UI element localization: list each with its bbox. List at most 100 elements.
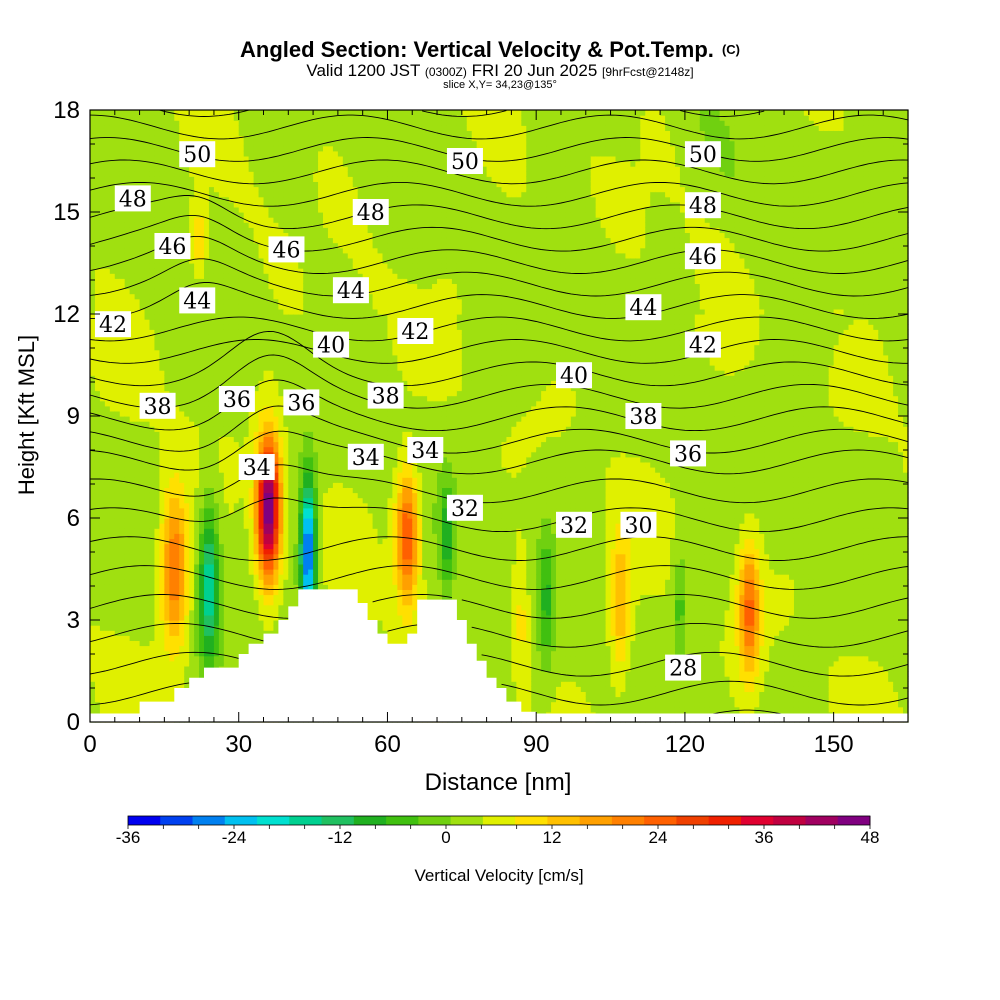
velocity-cell	[114, 120, 121, 126]
velocity-cell	[164, 166, 170, 172]
velocity-cell	[228, 354, 235, 361]
velocity-cell	[189, 609, 195, 616]
velocity-cell	[258, 579, 265, 585]
velocity-cell	[184, 574, 190, 580]
velocity-cell	[268, 395, 275, 402]
velocity-cell	[248, 115, 255, 121]
velocity-cell	[169, 446, 175, 453]
velocity-cell	[164, 308, 170, 315]
velocity-cell	[99, 257, 106, 264]
velocity-cell	[199, 354, 205, 361]
velocity-cell	[184, 472, 190, 478]
velocity-cell	[218, 324, 225, 330]
velocity-cell	[184, 461, 190, 468]
velocity-cell	[288, 130, 294, 137]
velocity-cell	[164, 339, 170, 346]
velocity-cell	[204, 395, 210, 402]
velocity-cell	[263, 303, 270, 310]
velocity-cell	[94, 609, 101, 616]
velocity-cell	[278, 594, 284, 601]
velocity-cell	[283, 314, 289, 320]
velocity-cell	[94, 467, 101, 473]
velocity-cell	[268, 120, 275, 126]
velocity-cell	[243, 553, 250, 560]
velocity-cell	[258, 125, 265, 131]
velocity-cell	[114, 212, 121, 218]
velocity-cell	[194, 671, 200, 677]
velocity-cell	[184, 625, 190, 631]
velocity-cell	[144, 273, 151, 279]
velocity-cell	[164, 257, 170, 264]
velocity-cell	[179, 212, 185, 218]
velocity-cell	[109, 635, 116, 641]
velocity-cell	[154, 385, 161, 392]
velocity-cell	[139, 365, 146, 371]
velocity-cell	[99, 477, 106, 483]
velocity-cell	[258, 569, 265, 575]
velocity-cell	[238, 166, 245, 172]
velocity-cell	[149, 263, 156, 269]
velocity-cell	[134, 385, 141, 392]
velocity-cell	[124, 538, 131, 545]
velocity-cell	[268, 166, 275, 172]
velocity-cell	[189, 451, 195, 458]
velocity-cell	[109, 140, 116, 147]
velocity-cell	[94, 115, 101, 121]
velocity-cell	[139, 344, 146, 351]
velocity-cell	[278, 456, 284, 463]
velocity-cell	[238, 263, 245, 269]
velocity-cell	[139, 569, 146, 575]
velocity-cell	[104, 298, 111, 305]
velocity-cell	[213, 263, 220, 269]
velocity-cell	[194, 645, 200, 652]
velocity-cell	[258, 625, 265, 631]
velocity-cell	[164, 563, 170, 570]
velocity-cell	[213, 303, 220, 310]
velocity-cell	[104, 390, 111, 397]
velocity-cell	[199, 589, 205, 596]
velocity-cell	[94, 563, 101, 570]
velocity-cell	[104, 620, 111, 626]
velocity-cell	[223, 201, 230, 208]
velocity-cell	[99, 242, 106, 249]
velocity-cell	[149, 334, 156, 341]
velocity-cell	[109, 186, 116, 193]
velocity-cell	[288, 370, 294, 376]
velocity-cell	[223, 630, 230, 636]
velocity-cell	[99, 288, 106, 295]
velocity-cell	[179, 533, 185, 539]
velocity-cell	[233, 589, 240, 596]
velocity-cell	[278, 359, 284, 366]
velocity-cell	[213, 278, 220, 284]
velocity-cell	[139, 650, 146, 657]
velocity-cell	[164, 614, 170, 621]
velocity-cell	[218, 237, 225, 244]
velocity-cell	[154, 446, 161, 453]
velocity-cell	[263, 135, 270, 142]
velocity-cell	[99, 110, 106, 116]
velocity-cell	[149, 553, 156, 560]
velocity-cell	[253, 155, 260, 162]
velocity-cell	[104, 614, 111, 621]
velocity-cell	[194, 329, 200, 335]
velocity-cell	[253, 161, 260, 167]
velocity-cell	[243, 645, 250, 652]
velocity-cell	[223, 528, 230, 534]
velocity-cell	[184, 110, 190, 116]
velocity-cell	[263, 181, 270, 188]
velocity-cell	[268, 574, 275, 580]
velocity-cell	[243, 273, 250, 279]
velocity-cell	[99, 186, 106, 193]
velocity-cell	[114, 247, 121, 254]
velocity-cell	[258, 553, 265, 560]
velocity-cell	[169, 681, 175, 687]
velocity-cell	[258, 365, 265, 371]
velocity-cell	[238, 609, 245, 616]
velocity-cell	[119, 553, 126, 560]
velocity-cell	[213, 268, 220, 274]
velocity-cell	[94, 543, 101, 550]
velocity-cell	[218, 635, 225, 641]
velocity-cell	[179, 186, 185, 193]
velocity-cell	[109, 339, 116, 346]
velocity-cell	[114, 538, 121, 545]
